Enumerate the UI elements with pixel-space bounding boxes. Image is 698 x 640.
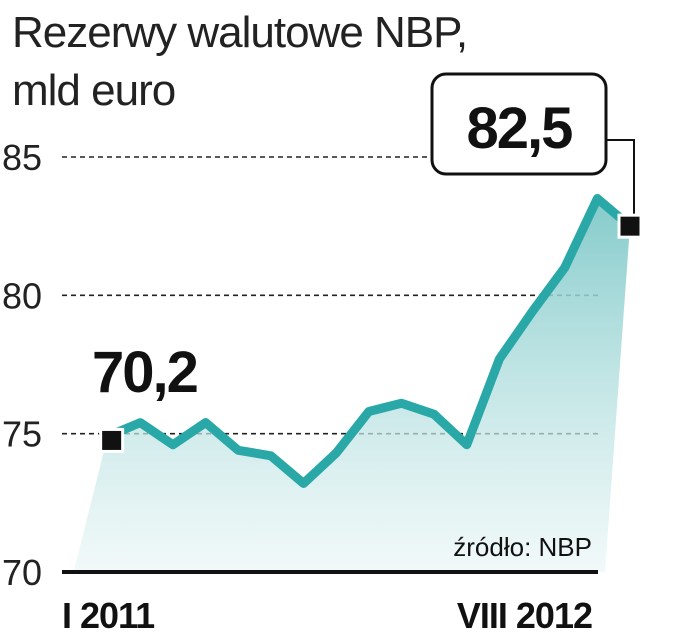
data-points: [74, 198, 631, 567]
end-marker: [617, 213, 643, 239]
y-tick-label-75: 75: [2, 414, 42, 455]
callout-leader-line: [606, 139, 635, 215]
y-tick-label-70: 70: [2, 552, 42, 593]
chart-title-block: Rezerwy walutowe NBP, mld euro: [12, 4, 468, 120]
y-tick-label-80: 80: [2, 275, 42, 316]
end-value-callout: 82,5: [430, 72, 635, 215]
x-tick-label-start: I 2011: [62, 595, 155, 636]
y-tick-label-85: 85: [2, 137, 42, 178]
start-marker: [99, 427, 125, 453]
y-tick-labels: 70 75 80 85: [2, 137, 42, 593]
chart-title: Rezerwy walutowe NBP,: [12, 8, 468, 57]
end-value-label: 82,5: [467, 96, 573, 161]
source-label: źródło: NBP: [453, 532, 592, 562]
x-tick-label-end: VIII 2012: [457, 595, 592, 636]
chart-subtitle: mld euro: [12, 66, 176, 115]
area-fill: [75, 198, 630, 572]
start-value-label: 70,2: [92, 340, 197, 405]
callout-box: [430, 72, 608, 176]
